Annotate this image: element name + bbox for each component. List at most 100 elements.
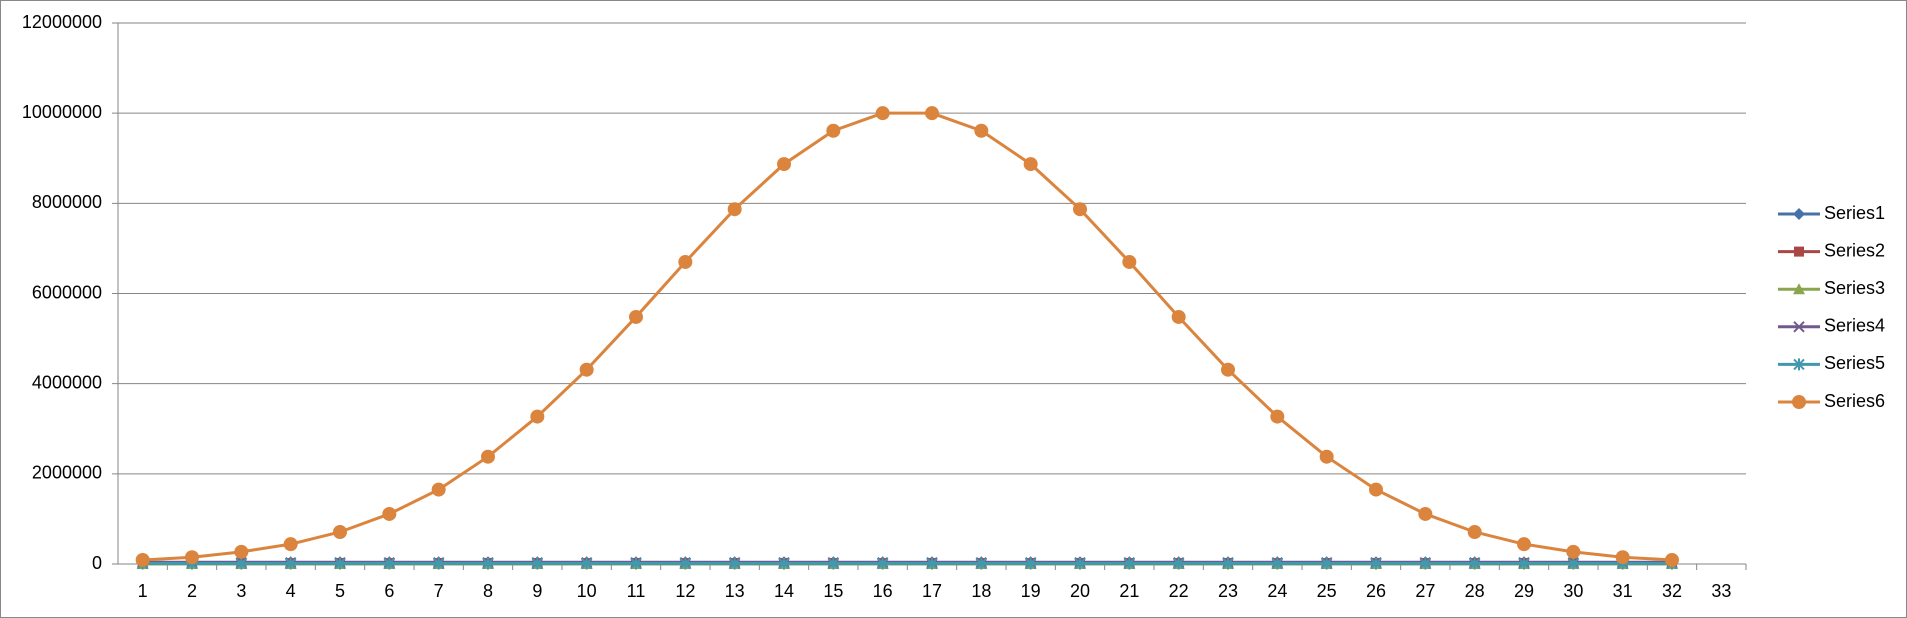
marker — [431, 482, 446, 497]
x-tick-label: 9 — [532, 581, 542, 601]
marker — [1468, 557, 1481, 570]
marker — [1794, 246, 1804, 257]
x-tick-label: 19 — [1021, 581, 1041, 601]
x-tick-label: 30 — [1563, 581, 1583, 601]
marker — [1023, 157, 1038, 172]
x-tick-label: 20 — [1070, 581, 1090, 601]
marker — [1123, 557, 1136, 570]
legend-label: Series4 — [1824, 316, 1885, 336]
marker — [1024, 557, 1037, 570]
marker — [1271, 557, 1284, 570]
marker — [1221, 362, 1235, 377]
marker — [925, 106, 939, 121]
x-tick-label: 25 — [1317, 581, 1337, 601]
marker — [1793, 208, 1805, 220]
marker — [777, 157, 791, 172]
legend-label: Series6 — [1824, 391, 1885, 411]
x-tick-label: 11 — [627, 581, 646, 601]
x-tick-label: 5 — [335, 581, 345, 601]
x-tick-label: 22 — [1169, 581, 1189, 601]
marker — [679, 557, 692, 570]
x-tick-label: 4 — [286, 581, 296, 601]
y-tick-label: 4000000 — [32, 372, 102, 392]
marker — [876, 557, 889, 570]
y-tick-label: 10000000 — [22, 102, 102, 122]
marker — [629, 309, 643, 324]
marker — [530, 409, 545, 424]
x-tick-label: 10 — [577, 581, 597, 601]
marker — [1793, 358, 1805, 371]
x-tick-label: 26 — [1366, 581, 1386, 601]
marker — [1567, 557, 1580, 570]
marker — [1792, 395, 1806, 409]
marker — [1073, 202, 1087, 217]
legend-label: Series1 — [1824, 203, 1885, 223]
marker — [432, 557, 445, 570]
marker — [1319, 449, 1334, 464]
x-tick-label: 8 — [483, 581, 493, 601]
x-tick-label: 16 — [873, 581, 893, 601]
x-tick-label: 31 — [1613, 581, 1633, 601]
marker — [283, 537, 298, 552]
x-tick-label: 23 — [1218, 581, 1238, 601]
marker — [382, 506, 397, 521]
marker — [1172, 557, 1185, 570]
marker — [235, 557, 248, 570]
y-tick-label: 8000000 — [32, 192, 102, 212]
marker — [481, 449, 495, 464]
marker — [975, 557, 988, 570]
x-tick-label: 27 — [1415, 581, 1435, 601]
x-tick-label: 33 — [1711, 581, 1731, 601]
marker — [1419, 557, 1432, 570]
marker — [579, 362, 594, 377]
marker — [234, 544, 249, 559]
marker — [1793, 321, 1805, 333]
marker — [678, 254, 693, 269]
marker — [827, 557, 840, 570]
marker — [974, 123, 989, 138]
marker — [1518, 557, 1530, 570]
marker — [1467, 524, 1482, 539]
marker — [875, 106, 890, 121]
marker — [1320, 557, 1333, 570]
marker — [926, 557, 938, 570]
series — [135, 106, 1679, 567]
x-tick-label: 14 — [774, 581, 794, 601]
marker — [482, 557, 494, 570]
marker — [1615, 550, 1630, 565]
y-tick-label: 0 — [92, 553, 102, 573]
marker — [531, 557, 544, 570]
x-tick-label: 2 — [187, 581, 197, 601]
marker — [1665, 552, 1679, 567]
x-tick-label: 17 — [922, 581, 942, 601]
marker — [185, 550, 199, 565]
marker — [383, 557, 396, 570]
x-tick-label: 13 — [725, 581, 745, 601]
marker — [826, 123, 841, 138]
x-tick-label: 12 — [675, 581, 695, 601]
x-tick-label: 7 — [434, 581, 444, 601]
marker — [1793, 283, 1805, 295]
series-line — [142, 111, 1673, 562]
x-tick-label: 3 — [236, 581, 246, 601]
x-tick-label: 18 — [971, 581, 991, 601]
y-tick-label: 6000000 — [32, 282, 102, 302]
marker — [1171, 309, 1186, 324]
marker — [1370, 557, 1382, 570]
marker — [284, 557, 297, 570]
series — [136, 557, 1678, 570]
marker — [778, 557, 790, 570]
x-tick-label: 32 — [1662, 581, 1682, 601]
marker — [333, 524, 347, 539]
x-tick-label: 28 — [1465, 581, 1485, 601]
x-tick-label: 1 — [138, 581, 148, 601]
legend-label: Series5 — [1824, 353, 1885, 373]
x-tick-label: 6 — [384, 581, 394, 601]
marker — [1517, 537, 1531, 552]
legend-label: Series2 — [1824, 240, 1885, 260]
marker — [334, 557, 346, 570]
x-tick-label: 24 — [1267, 581, 1287, 601]
marker — [1222, 557, 1234, 570]
y-tick-label: 12000000 — [22, 12, 102, 32]
